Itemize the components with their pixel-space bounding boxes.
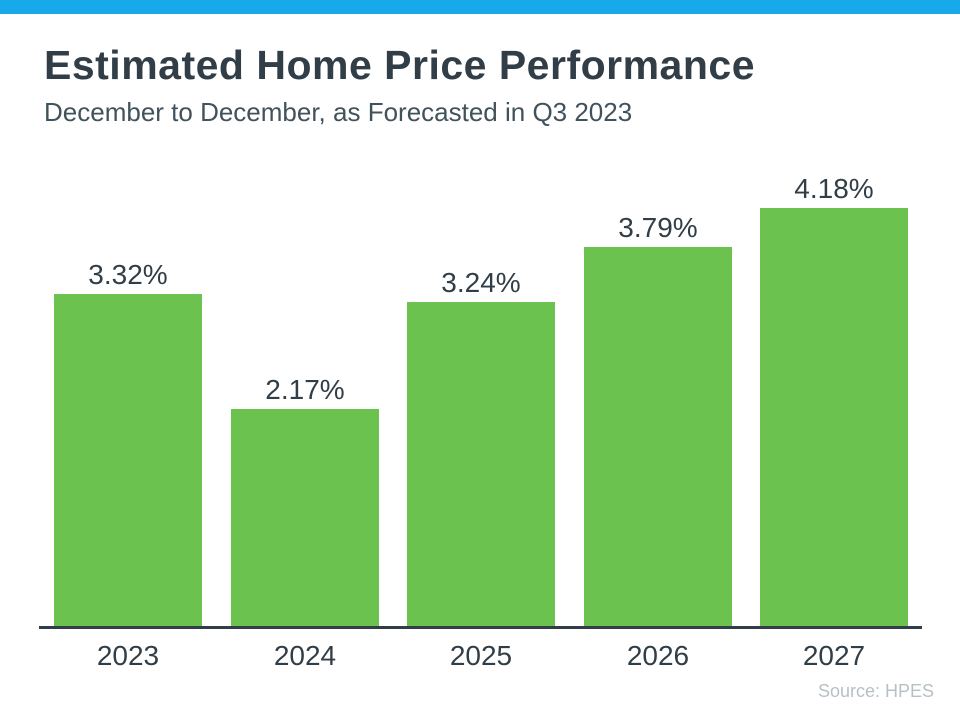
bar-value-label: 3.79% (618, 212, 698, 243)
x-tick-label: 2023 (96, 640, 160, 671)
x-tick-label: 2026 (626, 640, 690, 671)
x-tick-label: 2024 (273, 640, 337, 671)
accent-top-bar (0, 0, 960, 14)
page-subtitle: December to December, as Forecasted in Q… (44, 97, 633, 127)
x-tick-label: 2027 (802, 640, 866, 671)
bar-2024 (231, 409, 379, 626)
bar-2025 (407, 302, 555, 626)
bar-2023 (54, 294, 202, 626)
bar-value-label: 3.24% (441, 267, 521, 298)
source-note: Source: HPES (817, 681, 934, 701)
x-axis-line (39, 626, 922, 629)
page-title: Estimated Home Price Performance (44, 42, 755, 88)
bar-2027 (760, 208, 908, 626)
bar-value-label: 4.18% (794, 173, 874, 204)
bar-2026 (584, 247, 732, 626)
bar-value-label: 3.32% (88, 259, 168, 290)
x-tick-label: 2025 (449, 640, 513, 671)
bar-value-label: 2.17% (265, 374, 345, 405)
